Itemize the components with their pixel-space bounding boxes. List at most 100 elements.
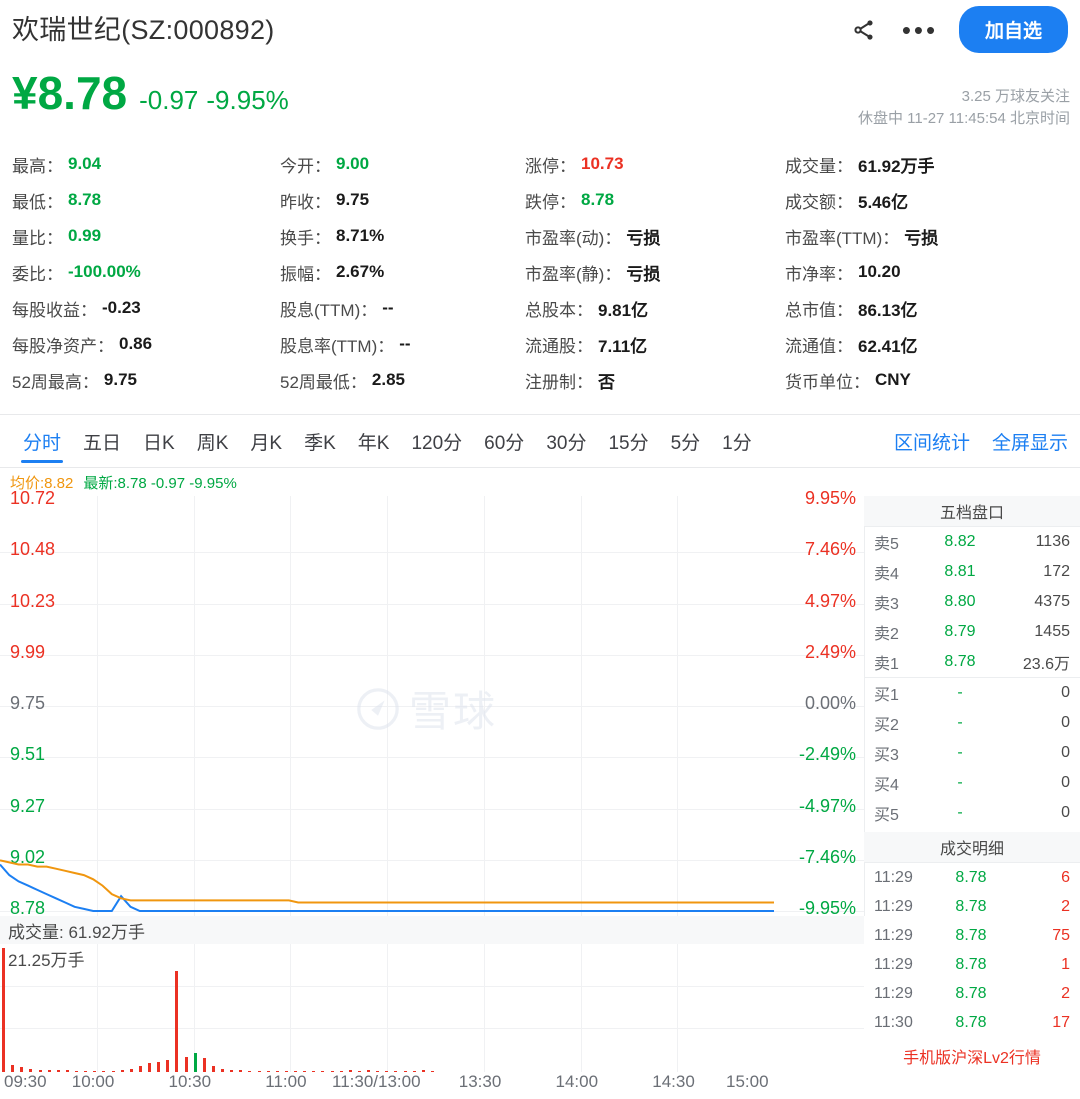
stats-column-4: 成交量： 61.92万手 成交额： 5.46亿 市盈率(TTM)： 亏损 市净率： 10.20… [775,146,1075,398]
volume-gridline-v [581,944,582,1072]
chart-gridline-v [677,496,678,916]
stat-row: 成交量： 61.92万手 [785,146,1075,182]
trade-detail-row[interactable]: 11:30 8.78 17 [864,1008,1080,1037]
chart-gridline-v [484,496,485,916]
order-book-row[interactable]: 卖4 8.81 172 [864,557,1080,587]
order-book-row[interactable]: 卖1 8.78 23.6万 [864,647,1080,677]
stat-value: 9.81亿 [598,300,649,320]
volume-bar [294,1071,297,1072]
stat-label: 总股本： [525,300,593,320]
chart-x-axis: 09:30 10:00 10:30 11:00 11:30/13:00 13:30 14:0… [0,1072,864,1099]
stat-label: 流通股： [525,336,593,356]
stat-label: 涨停： [525,156,576,176]
order-book-list: 卖5 8.82 1136 卖4 8.81 172 卖3 8.80 4375 卖2 8.79 1455 卖… [864,527,1080,828]
stat-label: 今开： [280,156,331,176]
stat-value: 0.86 [119,334,153,353]
order-book-row[interactable]: 卖3 8.80 4375 [864,587,1080,617]
volume-gridline-v [387,944,388,1072]
stat-label: 跌停： [525,192,576,212]
more-dots-icon[interactable]: ••• [902,13,937,47]
trade-detail-row[interactable]: 11:29 8.78 6 [864,863,1080,892]
intraday-chart[interactable]: 10.72 9.95% 10.48 7.46% 10.23 4.97% 9.99 2.49% 9… [0,488,864,918]
trade-detail-row[interactable]: 11:29 8.78 2 [864,979,1080,1008]
y-axis-price-label: 9.27 [10,795,46,816]
order-book-row[interactable]: 买3 - 0 [864,738,1080,768]
order-book-price: 8.80 [944,593,976,610]
period-tabs: 分时 五日 日K 周K 月K 季K 年K 120分 60分 30分 15分 5分 1分 [0,415,763,467]
stat-label: 委比： [12,264,63,284]
order-book-row[interactable]: 买5 - 0 [864,798,1080,828]
legend-last-price: 最新:8.78 -0.97 -9.95% [83,475,237,492]
volume-bar [321,1071,325,1072]
tab-周K[interactable]: 周K [196,432,229,454]
order-book-row[interactable]: 卖2 8.79 1455 [864,617,1080,647]
stat-value: 2.85 [371,370,406,389]
add-watchlist-button[interactable]: 加自选 [958,6,1068,53]
tab-五日[interactable]: 五日 [83,432,122,454]
volume-chart[interactable] [0,944,864,1072]
trade-time: 11:30 [874,1013,913,1031]
volume-bar [239,1070,243,1072]
volume-gridline-v [484,944,485,1072]
tab-日K[interactable]: 日K [143,432,175,454]
tab-15分[interactable]: 15分 [608,432,649,454]
stat-label: 流通值： [785,336,853,356]
header-actions: ••• 加自选 [847,6,1068,53]
tab-月K[interactable]: 月K [250,432,283,454]
tab-5分[interactable]: 5分 [670,432,701,454]
range-stats-link[interactable]: 区间统计 [893,432,970,454]
x-axis-label: 10:30 [168,1072,212,1091]
stat-row: 今开： 9.00 [280,146,515,182]
share-icon[interactable] [847,13,881,47]
volume-bar [367,1070,370,1072]
volume-bar [312,1071,316,1072]
fullscreen-link[interactable]: 全屏显示 [991,432,1068,454]
volume-bar [339,1071,343,1072]
volume-bar [376,1071,380,1072]
tab-季K[interactable]: 季K [304,432,336,454]
stat-value: -- [382,298,394,317]
y-axis-price-label: 9.02 [10,846,46,867]
volume-bar [38,1069,42,1072]
stat-row: 注册制：否 [525,362,775,398]
stat-row: 委比： -100.00% [12,254,270,290]
stat-value: 86.13亿 [858,300,918,320]
y-axis-price-label: 9.75 [10,693,46,713]
tab-60分[interactable]: 60分 [484,432,525,454]
trade-detail-row[interactable]: 11:29 8.78 1 [864,950,1080,979]
stat-value: 0.99 [68,226,102,245]
volume-bar [430,1071,434,1072]
chart-gridline-v [290,496,291,916]
order-book-row[interactable]: 买4 - 0 [864,768,1080,798]
volume-bar [75,1070,78,1072]
stat-row: 最低： 8.78 [12,182,270,218]
tab-30分[interactable]: 30分 [546,432,587,454]
trade-quantity: 75 [1052,926,1070,944]
volume-bar [47,1070,51,1072]
stat-row: 52周最高： 9.75 [12,362,270,398]
volume-bar [385,1071,389,1072]
tab-120分[interactable]: 120分 [411,432,463,454]
x-axis-label: 13:30 [458,1072,502,1091]
trade-detail-row[interactable]: 11:29 8.78 75 [864,921,1080,950]
stat-row: 涨停： 10.73 [525,146,775,182]
trade-quantity: 6 [1061,868,1070,886]
volume-gridline-v [97,944,98,1072]
order-book-row[interactable]: 买1 - 0 [864,678,1080,708]
stat-value: 7.11亿 [598,336,648,356]
stat-row: 流通值： 62.41亿 [785,326,1075,362]
order-book-quantity: 0 [1061,774,1070,791]
volume-bar [2,948,5,1072]
stat-value: 61.92万手 [858,156,935,176]
order-book-row[interactable]: 卖5 8.82 1136 [864,527,1080,557]
tab-1分[interactable]: 1分 [722,432,752,454]
stat-row: 总市值： 86.13亿 [785,290,1075,326]
tab-年K[interactable]: 年K [357,432,390,454]
stat-label: 市净率： [785,264,853,284]
order-book-row[interactable]: 买2 - 0 [864,708,1080,738]
lv2-quote-link[interactable]: 手机版沪深Lv2行情 [903,1050,1041,1067]
y-axis-price-label: 9.51 [10,744,46,765]
tab-分时[interactable]: 分时 [12,415,72,467]
trade-detail-row[interactable]: 11:29 8.78 2 [864,892,1080,921]
stat-value: 8.78 [581,190,615,209]
